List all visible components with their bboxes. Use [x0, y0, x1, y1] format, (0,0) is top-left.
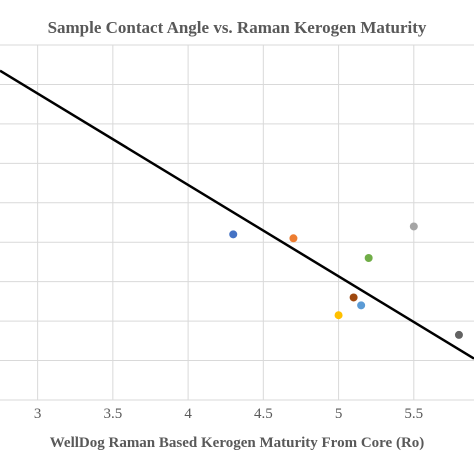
- trendline-layer: [0, 69, 474, 360]
- data-points: [229, 222, 463, 339]
- x-tick-label: 4: [184, 406, 192, 422]
- data-point: [289, 234, 298, 243]
- trendline: [0, 69, 474, 360]
- data-point: [229, 230, 238, 239]
- data-point: [349, 293, 358, 302]
- chart-title: Sample Contact Angle vs. Raman Kerogen M…: [48, 18, 427, 37]
- data-point: [454, 330, 463, 339]
- x-tick-label: 5: [335, 406, 343, 422]
- x-axis-label: WellDog Raman Based Kerogen Maturity Fro…: [50, 435, 425, 451]
- data-point: [357, 301, 366, 310]
- data-point: [334, 311, 343, 320]
- data-point: [409, 222, 418, 231]
- x-tick-label: 3: [34, 406, 42, 422]
- data-point: [364, 254, 373, 262]
- x-tick-labels: 3 3.5 4 4.5 5 5.5: [34, 406, 423, 422]
- grid-lines: [0, 44, 474, 401]
- x-tick-label: 4.5: [254, 406, 273, 422]
- x-tick-label: 5.5: [404, 406, 423, 422]
- x-tick-label: 3.5: [103, 406, 122, 422]
